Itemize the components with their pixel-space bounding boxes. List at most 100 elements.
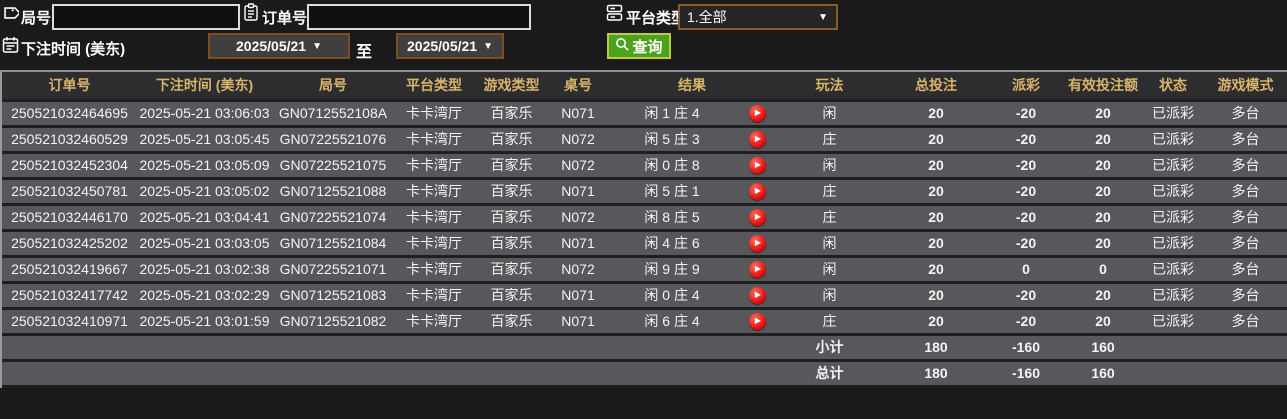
cell-game-no: GN07225521075 bbox=[279, 157, 387, 173]
cell-status: 已派彩 bbox=[1152, 313, 1194, 329]
cell-platform-type: 卡卡湾厅 bbox=[406, 209, 462, 225]
cell-payout: 0 bbox=[1022, 261, 1030, 277]
cell-total-bet: 20 bbox=[928, 235, 944, 251]
cell-result: 闲 5 庄 1 bbox=[644, 183, 700, 199]
query-button[interactable]: 查询 bbox=[607, 33, 671, 59]
cell-status: 已派彩 bbox=[1152, 157, 1194, 173]
bet-records-table: 订单号 下注时间 (美东) 局号 平台类型 游戏类型 桌号 结果 玩法 总投注 派彩 有效投注额 状态… bbox=[0, 70, 1287, 388]
cell-game-type: 百家乐 bbox=[490, 183, 533, 199]
cell-play-type: 庄 bbox=[822, 209, 837, 225]
cell-play-type: 闲 bbox=[822, 157, 837, 173]
cell-bet-time: 2025-05-21 03:05:09 bbox=[139, 157, 270, 173]
cell-total-bet: 20 bbox=[928, 183, 944, 199]
play-video-icon[interactable]: ▶ bbox=[748, 130, 766, 148]
cell-play-type: 庄 bbox=[822, 183, 837, 199]
summary-label: 小计 bbox=[815, 339, 844, 355]
cell-game-mode: 多台 bbox=[1231, 261, 1260, 277]
play-video-icon[interactable]: ▶ bbox=[748, 182, 766, 200]
cell-order-no: 250521032450781 bbox=[11, 183, 128, 199]
cell-bet-time: 2025-05-21 03:02:38 bbox=[139, 261, 270, 277]
cell-game-no: GN07125521082 bbox=[279, 313, 387, 329]
cell-result-video: ▶ bbox=[737, 256, 777, 282]
play-video-icon[interactable]: ▶ bbox=[748, 104, 766, 122]
cell-game-mode: 多台 bbox=[1231, 105, 1260, 121]
cell-play-type: 闲 bbox=[822, 105, 837, 121]
cell-valid-bet: 20 bbox=[1095, 209, 1111, 225]
column-header: 玩法 bbox=[777, 72, 882, 102]
play-video-icon[interactable]: ▶ bbox=[748, 312, 766, 330]
column-header: 平台类型 bbox=[394, 72, 474, 102]
cell-platform-type: 卡卡湾厅 bbox=[406, 287, 462, 303]
cell-game-no: GN0712552108A bbox=[278, 105, 388, 121]
cell-result: 闲 4 庄 6 bbox=[644, 235, 700, 251]
cell-result-video: ▶ bbox=[737, 100, 777, 126]
column-header: 桌号 bbox=[549, 72, 607, 102]
play-video-icon[interactable]: ▶ bbox=[748, 260, 766, 278]
order-no-label: 订单号 bbox=[262, 10, 308, 27]
platform-type-label: 平台类型 bbox=[626, 10, 687, 27]
cell-game-type: 百家乐 bbox=[490, 131, 533, 147]
table-row: 250521032452304 2025-05-21 03:05:09 GN0722… bbox=[2, 152, 1287, 178]
query-button-label: 查询 bbox=[632, 38, 663, 56]
play-video-icon[interactable]: ▶ bbox=[748, 286, 766, 304]
game-no-label: 局号 bbox=[21, 10, 52, 27]
chevron-down-icon: ▼ bbox=[818, 11, 828, 23]
summary-blank bbox=[1144, 334, 1202, 360]
date-to-value: 2025/05/21 bbox=[407, 38, 478, 54]
summary-blank bbox=[1144, 360, 1202, 386]
column-header: 游戏模式 bbox=[1202, 72, 1287, 102]
summary-valid-bet: 160 bbox=[1091, 339, 1115, 355]
cell-platform-type: 卡卡湾厅 bbox=[406, 105, 462, 121]
cell-order-no: 250521032446170 bbox=[11, 209, 128, 225]
summary-payout: -160 bbox=[1011, 365, 1041, 381]
date-to-separator: 至 bbox=[356, 44, 373, 61]
cell-result-video: ▶ bbox=[737, 308, 777, 334]
platform-type-select[interactable]: 1.全部 ▼ bbox=[678, 4, 838, 30]
order-no-input[interactable] bbox=[307, 4, 531, 30]
search-icon bbox=[615, 37, 630, 56]
table-row: 250521032446170 2025-05-21 03:04:41 GN0722… bbox=[2, 204, 1287, 230]
column-header: 派彩 bbox=[990, 72, 1062, 102]
cell-valid-bet: 20 bbox=[1095, 157, 1111, 173]
cell-game-mode: 多台 bbox=[1231, 183, 1260, 199]
cell-result: 闲 0 庄 8 bbox=[644, 157, 700, 173]
cell-game-no: GN07125521088 bbox=[279, 183, 387, 199]
table-row: 250521032417742 2025-05-21 03:02:29 GN0712… bbox=[2, 282, 1287, 308]
cell-valid-bet: 20 bbox=[1095, 131, 1111, 147]
cell-table-no: N072 bbox=[561, 131, 595, 147]
cell-game-type: 百家乐 bbox=[490, 287, 533, 303]
cell-bet-time: 2025-05-21 03:04:41 bbox=[139, 209, 270, 225]
cell-payout: -20 bbox=[1015, 209, 1037, 225]
cell-result-video: ▶ bbox=[737, 178, 777, 204]
cell-platform-type: 卡卡湾厅 bbox=[406, 261, 462, 277]
cell-game-no: GN07125521084 bbox=[279, 235, 387, 251]
cell-table-no: N071 bbox=[561, 287, 595, 303]
column-header: 局号 bbox=[272, 72, 394, 102]
cell-order-no: 250521032410971 bbox=[11, 313, 128, 329]
game-no-input[interactable] bbox=[52, 4, 240, 30]
cell-result: 闲 1 庄 4 bbox=[644, 105, 700, 121]
cell-result: 闲 9 庄 9 bbox=[644, 261, 700, 277]
cell-game-mode: 多台 bbox=[1231, 287, 1260, 303]
cell-order-no: 250521032460529 bbox=[11, 131, 128, 147]
date-from-value: 2025/05/21 bbox=[236, 38, 307, 54]
cell-play-type: 庄 bbox=[822, 131, 837, 147]
cell-bet-time: 2025-05-21 03:06:03 bbox=[139, 105, 270, 121]
date-from-picker[interactable]: 2025/05/21 ▼ bbox=[208, 33, 350, 59]
cell-bet-time: 2025-05-21 03:03:05 bbox=[139, 235, 270, 251]
cell-result: 闲 5 庄 3 bbox=[644, 131, 700, 147]
cell-table-no: N072 bbox=[561, 261, 595, 277]
cell-play-type: 闲 bbox=[822, 261, 837, 277]
date-to-picker[interactable]: 2025/05/21 ▼ bbox=[396, 33, 504, 59]
cell-bet-time: 2025-05-21 03:05:45 bbox=[139, 131, 270, 147]
play-video-icon[interactable]: ▶ bbox=[748, 156, 766, 174]
clipboard-icon bbox=[243, 3, 259, 27]
cell-result-video: ▶ bbox=[737, 152, 777, 178]
cell-status: 已派彩 bbox=[1152, 287, 1194, 303]
cell-table-no: N071 bbox=[561, 313, 595, 329]
play-video-icon[interactable]: ▶ bbox=[748, 234, 766, 252]
cell-game-type: 百家乐 bbox=[490, 235, 533, 251]
cell-play-type: 闲 bbox=[822, 287, 837, 303]
play-video-icon[interactable]: ▶ bbox=[748, 208, 766, 226]
cell-total-bet: 20 bbox=[928, 313, 944, 329]
